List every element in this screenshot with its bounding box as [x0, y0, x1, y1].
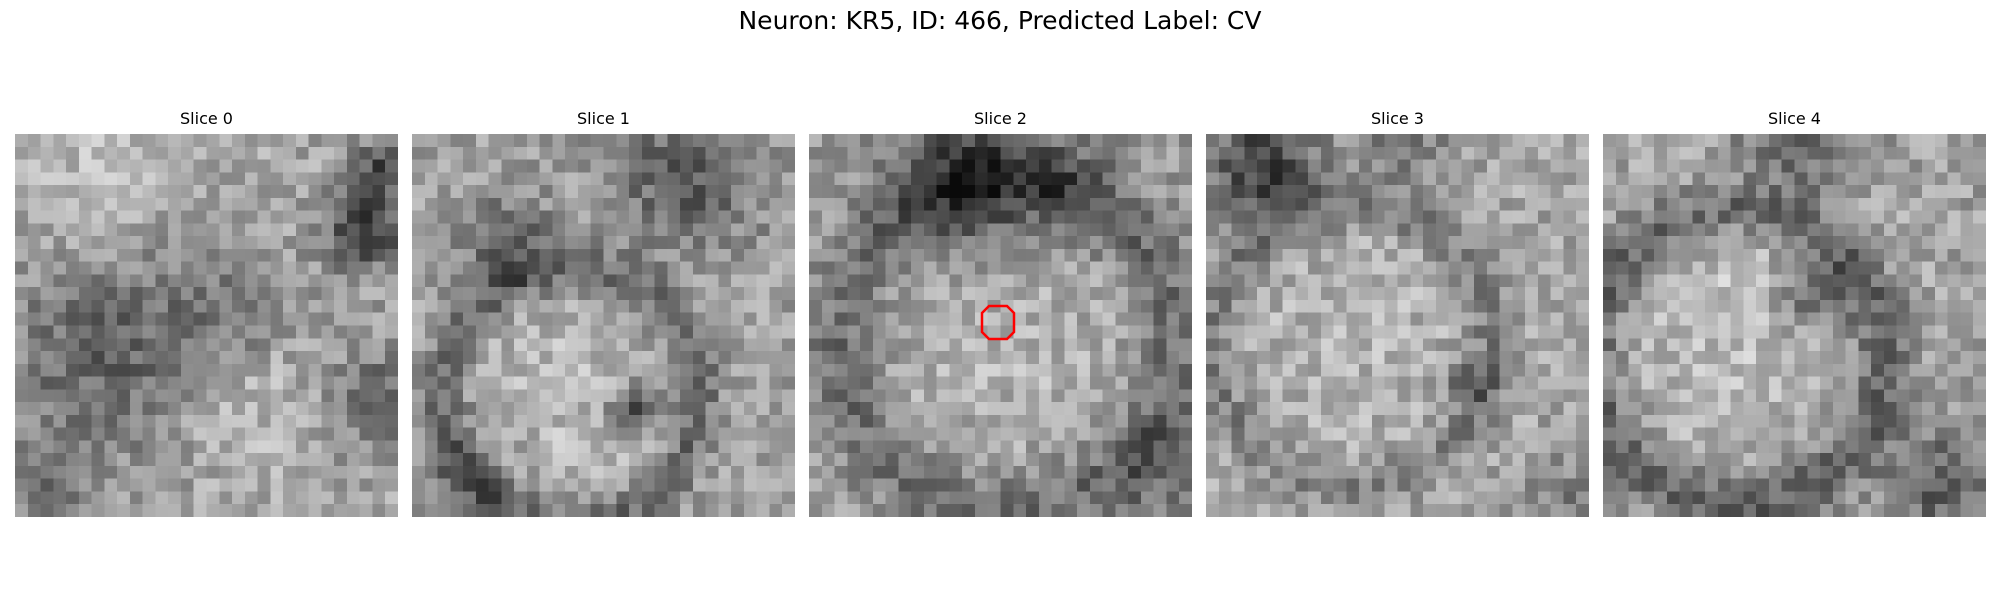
- slice-title-2: Slice 2: [974, 109, 1027, 128]
- slice-title-4: Slice 4: [1768, 109, 1821, 128]
- slice-title-1: Slice 1: [577, 109, 630, 128]
- slice-image-4: [1603, 134, 1986, 517]
- slice-title-0: Slice 0: [180, 109, 233, 128]
- figure-title: Neuron: KR5, ID: 466, Predicted Label: C…: [738, 6, 1262, 35]
- slice-image-0: [15, 134, 398, 517]
- slice-image-2: [809, 134, 1192, 517]
- slice-image-1: [412, 134, 795, 517]
- slice-image-3: [1206, 134, 1589, 517]
- slice-title-3: Slice 3: [1371, 109, 1424, 128]
